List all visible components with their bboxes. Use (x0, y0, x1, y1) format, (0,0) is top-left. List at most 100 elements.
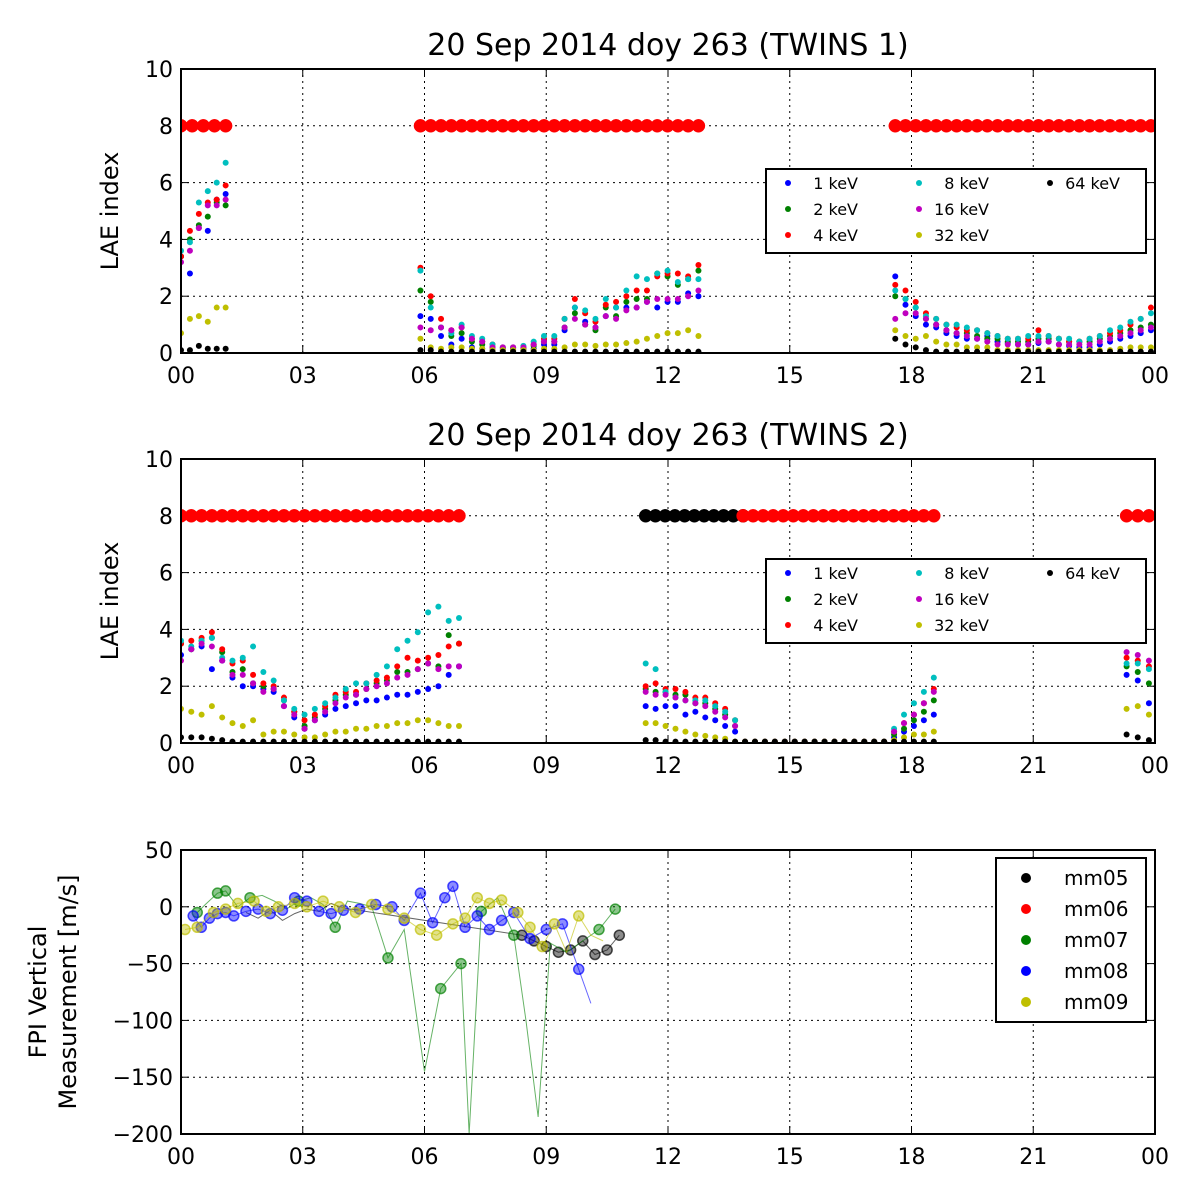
data-point (662, 738, 669, 743)
legend-label: 1 keV (813, 564, 858, 583)
data-point (219, 657, 226, 664)
data-point (1147, 344, 1154, 351)
data-point (291, 705, 298, 712)
data-point (662, 691, 669, 698)
data-point (953, 321, 960, 328)
data-point (363, 697, 370, 704)
data-point (695, 287, 702, 294)
data-point (571, 310, 578, 317)
data-point (430, 929, 443, 941)
legend-label: 8 keV (944, 564, 989, 583)
data-point (1137, 348, 1144, 353)
data-point (445, 671, 452, 678)
legend-marker (1047, 570, 1053, 576)
data-point (602, 341, 609, 348)
data-point (186, 247, 193, 254)
data-point (1086, 335, 1093, 342)
x-tick-label: 15 (776, 1145, 804, 1170)
y-tick-label: 6 (159, 562, 173, 587)
data-point (901, 711, 908, 718)
data-point (556, 918, 569, 930)
data-point (353, 700, 360, 707)
data-point (654, 304, 661, 311)
data-point (561, 348, 568, 353)
data-point (974, 348, 981, 353)
data-point (186, 315, 193, 322)
data-point (1035, 338, 1042, 345)
data-point (643, 335, 650, 342)
data-point (508, 929, 520, 941)
data-point (222, 196, 229, 203)
data-point (394, 669, 401, 675)
legend-box (765, 558, 1147, 644)
data-point (902, 296, 909, 303)
data-point (1123, 731, 1130, 738)
data-point (188, 637, 195, 644)
data-point (425, 738, 432, 743)
data-point (512, 906, 524, 919)
data-point (1127, 330, 1134, 337)
data-point (1055, 341, 1062, 348)
data-point (417, 287, 424, 294)
data-point (332, 738, 339, 743)
data-point (1086, 348, 1093, 353)
data-point (260, 669, 267, 675)
x-tick-label: 00 (167, 364, 195, 389)
data-point (821, 738, 828, 743)
data-point (383, 738, 390, 743)
legend: 1 keV 2 keV 4 keV 8 keV 16 keV 32 keV 64 keV (765, 558, 1147, 644)
data-point (404, 654, 411, 661)
legend-marker (1021, 873, 1031, 883)
data-point (613, 341, 620, 348)
data-point (382, 952, 394, 964)
data-point (592, 348, 599, 353)
data-point (761, 738, 768, 743)
data-point (1134, 734, 1141, 741)
data-point (1014, 348, 1021, 353)
data-point (311, 717, 318, 724)
data-point (427, 304, 434, 311)
data-point (1127, 318, 1134, 325)
data-point (219, 885, 232, 897)
data-point (260, 738, 267, 743)
series-line (184, 897, 604, 954)
data-point (414, 666, 421, 673)
data-point (229, 738, 236, 743)
data-point (1076, 341, 1083, 348)
data-point (994, 332, 1001, 339)
data-point (902, 332, 909, 339)
data-point (333, 901, 346, 913)
data-point (417, 347, 424, 353)
data-point (383, 694, 390, 701)
data-point (901, 720, 908, 727)
data-point (1137, 327, 1144, 334)
y-tick-label: 2 (159, 675, 173, 700)
data-point (239, 722, 246, 729)
legend-marker (916, 180, 922, 186)
data-point (791, 738, 798, 743)
data-point (260, 688, 267, 695)
data-point (582, 321, 589, 328)
data-point (652, 737, 659, 743)
data-point (301, 711, 308, 718)
y-tick-label: 0 (159, 896, 173, 921)
data-point (582, 348, 589, 353)
y-tick-label: 10 (145, 448, 173, 473)
data-point (910, 738, 917, 743)
data-point (471, 910, 484, 922)
data-point (373, 738, 380, 743)
data-point (702, 703, 709, 710)
data-point (260, 680, 267, 687)
flag-point (1142, 509, 1155, 523)
data-point (642, 737, 649, 743)
data-point (301, 734, 308, 741)
data-point (468, 348, 475, 353)
data-point (445, 632, 452, 639)
y-axis-label: FPI Vertical (24, 926, 52, 1059)
data-point (664, 296, 671, 303)
data-point (943, 327, 950, 334)
y-tick-label: 8 (159, 115, 173, 140)
data-point (613, 304, 620, 311)
data-point (1147, 310, 1154, 317)
